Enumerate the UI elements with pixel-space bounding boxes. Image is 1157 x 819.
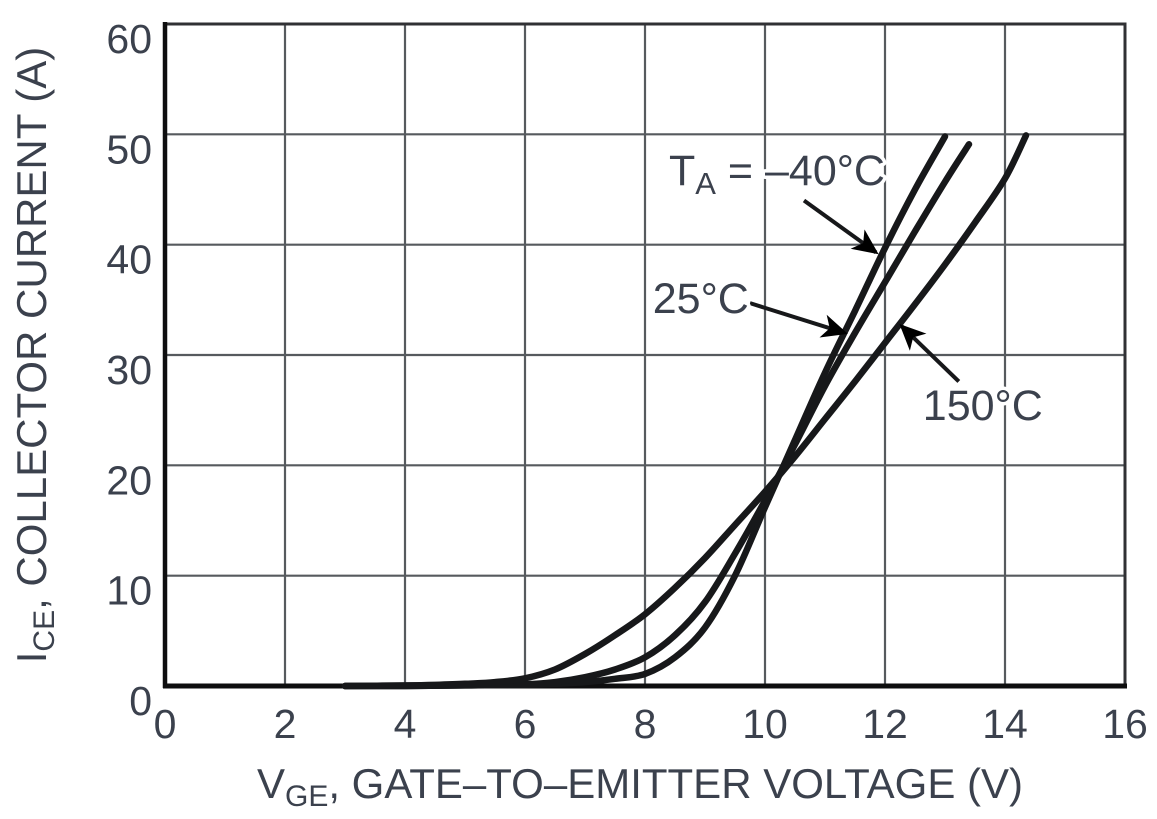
x-tick-label-14: 14: [982, 701, 1028, 747]
y-tick-label-10: 10: [106, 568, 152, 614]
anno-25-label: 25°C: [653, 275, 749, 323]
anno-minus40-label: TA​ = –40°C: [669, 147, 885, 201]
plot-frame: [162, 22, 1127, 689]
y-tick-label-0: 0: [129, 678, 152, 724]
grid-lines: [163, 22, 1127, 688]
annotation-arrows: [749, 198, 961, 383]
axis-tick-labels: 0 10 20 30 40 50 60 0 2 4 6 8 10 12 14 16: [106, 16, 1147, 747]
curve-series-2: [341, 132, 1030, 690]
x-tick-label-2: 2: [274, 701, 297, 747]
anno-25-arrow: [749, 301, 848, 338]
x-tick-label-8: 8: [634, 701, 657, 747]
x-axis-title: VGE​, GATE–TO–EMITTER VOLTAGE (V): [257, 760, 1023, 813]
curve-series-1: [341, 141, 973, 690]
x-tick-label-16: 16: [1102, 701, 1148, 747]
annotation-labels: TA​ = –40°C 25°C 150°C: [649, 144, 1046, 434]
x-tick-label-6: 6: [514, 701, 537, 747]
y-tick-label-60: 60: [106, 16, 152, 62]
anno-150-label: 150°C: [923, 382, 1043, 430]
anno-150-arrow: [899, 324, 961, 383]
y-tick-label-20: 20: [106, 457, 152, 503]
y-tick-label-40: 40: [106, 237, 152, 283]
y-axis-title: ICE​, COLLECTOR CURRENT (A): [8, 47, 61, 664]
y-tick-label-30: 30: [106, 347, 152, 393]
x-tick-label-10: 10: [742, 701, 788, 747]
y-tick-label-50: 50: [106, 126, 152, 172]
anno-minus40-arrow: [802, 198, 879, 255]
x-tick-label-12: 12: [862, 701, 908, 747]
x-tick-label-4: 4: [394, 701, 417, 747]
x-tick-label-0: 0: [154, 701, 177, 747]
data-curves: [341, 132, 1030, 690]
axis-titles: VGE​, GATE–TO–EMITTER VOLTAGE (V) ICE​, C…: [5, 43, 1027, 816]
